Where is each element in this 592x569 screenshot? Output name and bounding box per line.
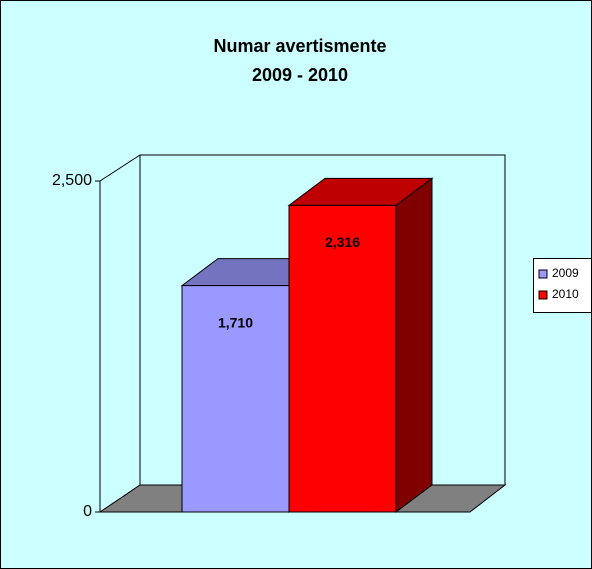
bar	[181, 285, 290, 513]
y-tick-label: 2,500	[52, 172, 92, 189]
bar-side	[395, 177, 433, 513]
legend-label: 2010	[552, 287, 579, 301]
legend-swatch	[538, 290, 548, 300]
y-tick-label: 0	[83, 503, 92, 520]
legend-label: 2009	[552, 266, 579, 280]
value-label: 2,316	[325, 234, 360, 250]
wall-edge	[99, 154, 141, 182]
bar	[288, 204, 397, 513]
chart-title: Numar avertismente	[213, 36, 386, 56]
chart-subtitle: 2009 - 2010	[252, 65, 348, 85]
legend-swatch	[538, 269, 548, 279]
value-label: 1,710	[218, 314, 253, 330]
